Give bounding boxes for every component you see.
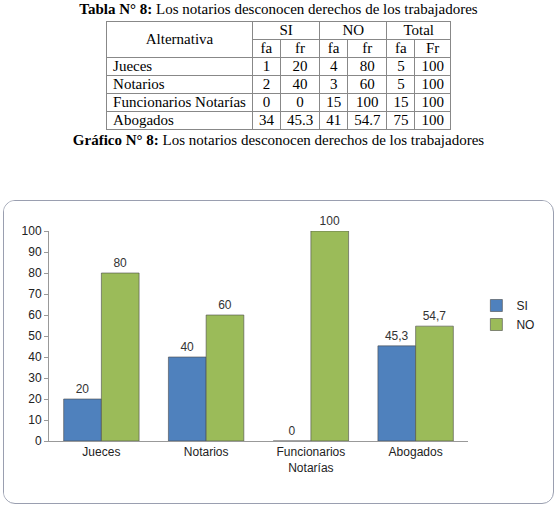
html-text:1: 1: [262, 58, 271, 74]
html-text:40: 40: [292, 76, 308, 92]
html-text:100: 100: [421, 112, 444, 128]
html-text:0: 0: [262, 94, 271, 110]
svg-text:60: 60: [218, 298, 232, 312]
html-text:3: 3: [329, 76, 338, 92]
html-text:100: 100: [421, 58, 444, 74]
svg-text:FuncionariosNotarías: FuncionariosNotarías: [277, 445, 346, 475]
svg-text:40: 40: [28, 350, 42, 364]
html-text:34: 34: [258, 112, 274, 128]
html-text:100: 100: [356, 94, 379, 110]
html-text:0: 0: [296, 94, 304, 110]
html-text:Notarios: Notarios: [113, 76, 165, 92]
svg-text:45,3: 45,3: [385, 329, 409, 343]
svg-text:Jueces: Jueces: [82, 445, 120, 459]
html-text:fa: fa: [395, 40, 407, 56]
html-text:Abogados: Abogados: [113, 112, 174, 128]
svg-text:0: 0: [289, 424, 296, 438]
html-text:45.3: 45.3: [286, 112, 314, 128]
svg-text:100: 100: [320, 214, 340, 228]
svg-text:NO: NO: [516, 318, 534, 332]
svg-text:Abogados: Abogados: [389, 445, 443, 459]
svg-text:Notarios: Notarios: [184, 445, 229, 459]
html-text:SI: SI: [279, 22, 293, 38]
svg-text:80: 80: [28, 266, 42, 280]
html-text:Tabla N° 8: Los notarios desco: Tabla N° 8: Los notarios desconocen dere…: [79, 1, 478, 17]
html-text:20: 20: [292, 58, 308, 74]
svg-text:100: 100: [22, 224, 42, 238]
html-text:60: 60: [359, 76, 375, 92]
svg-text:0: 0: [35, 434, 42, 448]
html-text:41: 41: [326, 112, 342, 128]
html-text:Jueces: Jueces: [113, 58, 153, 74]
svg-text:70: 70: [28, 287, 42, 301]
svg-text:30: 30: [28, 371, 42, 385]
html-text:Fr: Fr: [426, 40, 440, 56]
html-text:2: 2: [262, 76, 271, 92]
html-text:15: 15: [393, 94, 409, 110]
html-text:15: 15: [326, 94, 342, 110]
html-text:Gráfico N° 8: Los notarios des: Gráfico N° 8: Los notarios desconocen de…: [72, 132, 485, 148]
html-text:5: 5: [397, 76, 405, 92]
html-text:fr: fr: [362, 40, 373, 56]
svg-text:SI: SI: [516, 299, 527, 313]
svg-text:60: 60: [28, 308, 42, 322]
svg-text:20: 20: [28, 392, 42, 406]
svg-text:10: 10: [28, 413, 42, 427]
html-text:54.7: 54.7: [354, 112, 381, 128]
svg-text:40: 40: [180, 340, 194, 354]
html-text:100: 100: [421, 76, 444, 92]
html-text:80: 80: [359, 58, 375, 74]
svg-text:90: 90: [28, 245, 42, 259]
html-text:Funcionarios Notarías: Funcionarios Notarías: [113, 94, 246, 110]
html-text:NO: NO: [342, 22, 365, 38]
svg-text:54,7: 54,7: [423, 309, 447, 323]
html-text:75: 75: [393, 112, 409, 128]
html-text:4: 4: [329, 58, 338, 74]
svg-text:50: 50: [28, 329, 42, 343]
svg-text:20: 20: [76, 382, 90, 396]
html-text:fr: fr: [295, 40, 306, 56]
html-text:Total: Total: [403, 22, 434, 38]
svg-text:80: 80: [113, 256, 127, 270]
html-text:fa: fa: [260, 40, 273, 56]
html-text:100: 100: [421, 94, 444, 110]
html-text:fa: fa: [327, 40, 340, 56]
html-text:5: 5: [397, 58, 405, 74]
html-text:Alternativa: Alternativa: [145, 31, 214, 47]
